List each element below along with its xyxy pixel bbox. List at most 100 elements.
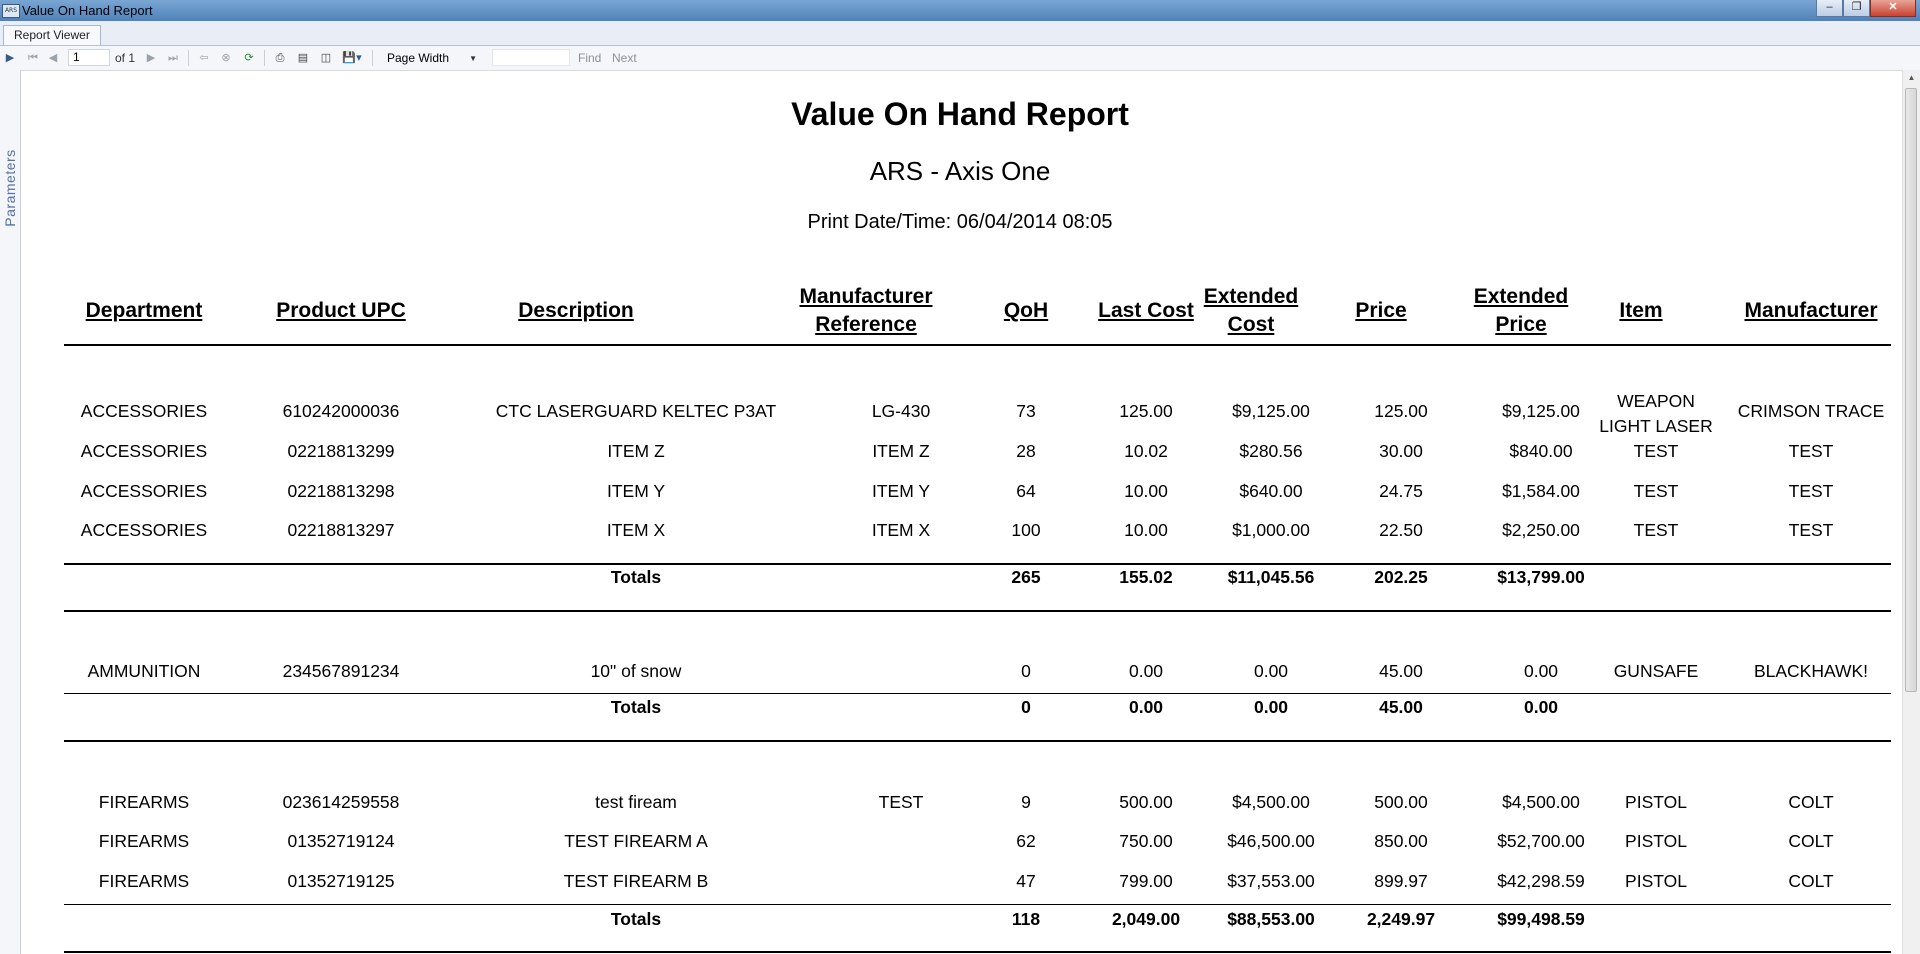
cell-extended-cost: $46,500.00 — [1227, 831, 1315, 851]
report-title: Value On Hand Report — [791, 96, 1129, 132]
cell-last-cost: 10.00 — [1124, 520, 1168, 540]
cell-qoh: 9 — [1021, 792, 1031, 812]
cell-department: AMMUNITION — [87, 661, 201, 681]
parameters-label[interactable]: Parameters — [2, 149, 18, 227]
group-rule — [64, 904, 1891, 905]
total-extended-cost: $88,553.00 — [1227, 909, 1315, 929]
cell-manufacturer: COLT — [1788, 871, 1834, 891]
cell-manufacturer: TEST — [1788, 441, 1834, 461]
cell-last-cost: 10.02 — [1124, 441, 1168, 461]
total-extended-price: $13,799.00 — [1497, 567, 1585, 587]
cell-last-cost: 799.00 — [1119, 871, 1173, 891]
report-print-datetime: Print Date/Time: 06/04/2014 08:05 — [807, 211, 1113, 233]
next-button[interactable]: Next — [612, 51, 637, 65]
cell-extended-cost: $37,553.00 — [1227, 871, 1315, 891]
cell-qoh: 73 — [1016, 401, 1036, 421]
back-icon[interactable]: ⇦ — [199, 52, 209, 64]
column-header-item: Item — [1619, 299, 1663, 322]
cell-qoh: 100 — [1011, 520, 1041, 540]
cell-manufacturer: COLT — [1788, 792, 1834, 812]
cell-product-upc: 02218813299 — [287, 441, 395, 461]
cell-price: 899.97 — [1374, 871, 1428, 891]
header-rule — [64, 344, 1891, 346]
toolbar-separator — [264, 50, 265, 66]
total-qoh: 118 — [1011, 909, 1041, 929]
page-number-input[interactable] — [68, 49, 110, 66]
cell-description: TEST FIREARM A — [564, 831, 708, 851]
toolbar-separator — [188, 50, 189, 66]
totals-label: Totals — [610, 567, 662, 587]
chevron-down-icon: ▼ — [469, 54, 477, 63]
cell-extended-price: $840.00 — [1509, 441, 1573, 461]
next-page-icon[interactable]: ▶ — [146, 52, 156, 64]
group-rule — [64, 563, 1891, 565]
zoom-value: Page Width — [387, 51, 450, 65]
restore-icon[interactable]: ❐ — [1843, 0, 1870, 17]
report-page: Value On Hand Report ARS - Axis One Prin… — [21, 71, 1902, 954]
expand-parameters-icon[interactable]: ▶ — [5, 52, 15, 64]
cell-price: 850.00 — [1374, 831, 1428, 851]
tab-report-viewer[interactable]: Report Viewer — [3, 25, 101, 45]
cell-manufacturer-reference: ITEM X — [871, 520, 931, 540]
cell-manufacturer-reference: ITEM Y — [871, 481, 931, 501]
close-icon[interactable]: ✕ — [1870, 0, 1916, 17]
cell-department: ACCESSORIES — [80, 520, 208, 540]
cell-product-upc: 02218813298 — [287, 481, 395, 501]
total-last-cost: 155.02 — [1119, 567, 1173, 587]
cell-qoh: 28 — [1016, 441, 1036, 461]
page-setup-icon[interactable]: ◫ — [320, 52, 332, 64]
column-header-department: Department — [85, 299, 203, 322]
cell-department: FIREARMS — [98, 871, 190, 891]
total-price: 202.25 — [1374, 567, 1428, 587]
column-header-description: Description — [518, 299, 634, 322]
zoom-select[interactable]: Page Width ▼ — [382, 49, 482, 66]
total-price: 2,249.97 — [1366, 909, 1436, 929]
cell-last-cost: 500.00 — [1119, 792, 1173, 812]
export-icon[interactable]: 💾▾ — [342, 52, 362, 64]
total-extended-cost: $11,045.56 — [1227, 567, 1315, 587]
cell-product-upc: 610242000036 — [282, 401, 400, 421]
cell-item: GUNSAFE — [1613, 661, 1699, 681]
column-header-price: Price — [1355, 299, 1407, 322]
window-title-bar: ARS Value On Hand Report – ❐ ✕ — [0, 0, 1920, 21]
last-page-icon[interactable]: ⏭ — [168, 52, 178, 64]
cell-description: test fiream — [595, 792, 677, 812]
group-rule — [64, 693, 1891, 694]
column-header-qoh: QoH — [1003, 299, 1049, 322]
cell-manufacturer: CRIMSON TRACE — [1737, 401, 1885, 421]
parameters-panel-collapsed[interactable]: Parameters — [0, 70, 21, 954]
cell-manufacturer: BLACKHAWK! — [1753, 661, 1869, 681]
window-controls: – ❐ ✕ — [1816, 0, 1916, 18]
cell-description: TEST FIREARM B — [563, 871, 709, 891]
cell-manufacturer-reference: LG-430 — [871, 401, 931, 421]
cell-extended-cost: 0.00 — [1253, 661, 1289, 681]
cell-extended-cost: $280.56 — [1239, 441, 1303, 461]
scroll-up-icon[interactable]: ▲ — [1907, 73, 1916, 82]
cell-manufacturer-reference: ITEM Z — [872, 441, 930, 461]
print-icon[interactable]: ⎙ — [275, 52, 285, 64]
cell-last-cost: 0.00 — [1128, 661, 1164, 681]
cell-manufacturer-reference: TEST — [878, 792, 924, 812]
total-price: 45.00 — [1379, 697, 1423, 717]
first-page-icon[interactable]: ⏮ — [28, 52, 38, 64]
tab-strip: Report Viewer — [0, 21, 1920, 46]
vertical-scrollbar[interactable]: ▲ — [1902, 70, 1920, 954]
print-layout-icon[interactable]: ▤ — [297, 52, 309, 64]
find-button[interactable]: Find — [578, 51, 602, 65]
refresh-icon[interactable]: ⟳ — [244, 52, 254, 64]
total-qoh: 265 — [1011, 567, 1041, 587]
total-extended-price: $99,498.59 — [1497, 909, 1585, 929]
window-title: Value On Hand Report — [22, 3, 153, 18]
scrollbar-thumb[interactable] — [1905, 88, 1917, 692]
cell-department: FIREARMS — [98, 831, 190, 851]
cell-qoh: 62 — [1016, 831, 1036, 851]
minimize-icon[interactable]: – — [1816, 0, 1843, 17]
cell-last-cost: 750.00 — [1119, 831, 1173, 851]
cell-manufacturer: COLT — [1788, 831, 1834, 851]
totals-label: Totals — [610, 697, 662, 717]
total-qoh: 0 — [1021, 697, 1031, 717]
find-input[interactable] — [492, 49, 570, 66]
previous-page-icon[interactable]: ◀ — [48, 52, 58, 64]
cell-extended-price: $42,298.59 — [1497, 871, 1585, 891]
stop-icon[interactable]: ⊗ — [221, 52, 231, 64]
